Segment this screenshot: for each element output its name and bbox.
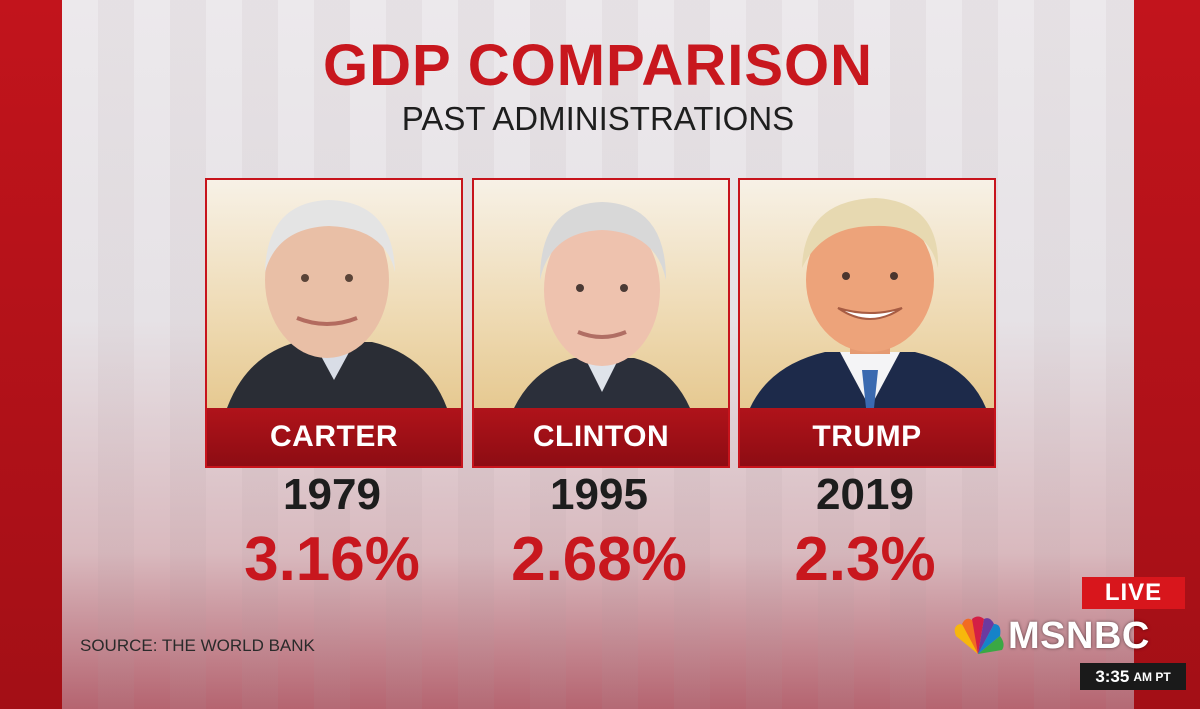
president-card-carter: CARTER <box>205 178 463 468</box>
president-year: 2019 <box>816 470 914 519</box>
graphic-subtitle: PAST ADMINISTRATIONS <box>401 100 795 137</box>
portrait-photo <box>474 180 728 408</box>
gdp-growth-value: 2.3% <box>794 525 936 594</box>
network-name: MSNBC <box>1008 614 1150 657</box>
left-red-frame <box>0 0 62 709</box>
portrait-photo <box>740 180 994 408</box>
time-zone: AM PT <box>1133 669 1171 684</box>
gdp-growth-value: 2.68% <box>511 525 687 594</box>
source-credit: SOURCE: THE WORLD BANK <box>80 636 315 655</box>
president-name: CLINTON <box>474 408 728 466</box>
president-card-clinton: CLINTON <box>472 178 730 468</box>
president-name: CARTER <box>207 408 461 466</box>
president-card-trump: TRUMP <box>738 178 996 468</box>
time-value: 3:35 <box>1095 666 1130 686</box>
graphic-panel: GDP COMPARISON PAST ADMINISTRATIONS CART… <box>62 0 1134 709</box>
president-name: TRUMP <box>740 408 994 466</box>
gdp-growth-value: 3.16% <box>244 525 420 594</box>
peacock-icon <box>954 616 1004 654</box>
time-display: 3:35 AM PT <box>1080 663 1186 690</box>
president-year: 1995 <box>550 470 648 519</box>
president-year: 1979 <box>283 470 381 519</box>
live-badge: LIVE <box>1082 577 1185 609</box>
graphic-title: GDP COMPARISON <box>322 33 874 98</box>
network-bug: MSNBC <box>950 614 1150 658</box>
portrait-photo <box>207 180 461 408</box>
